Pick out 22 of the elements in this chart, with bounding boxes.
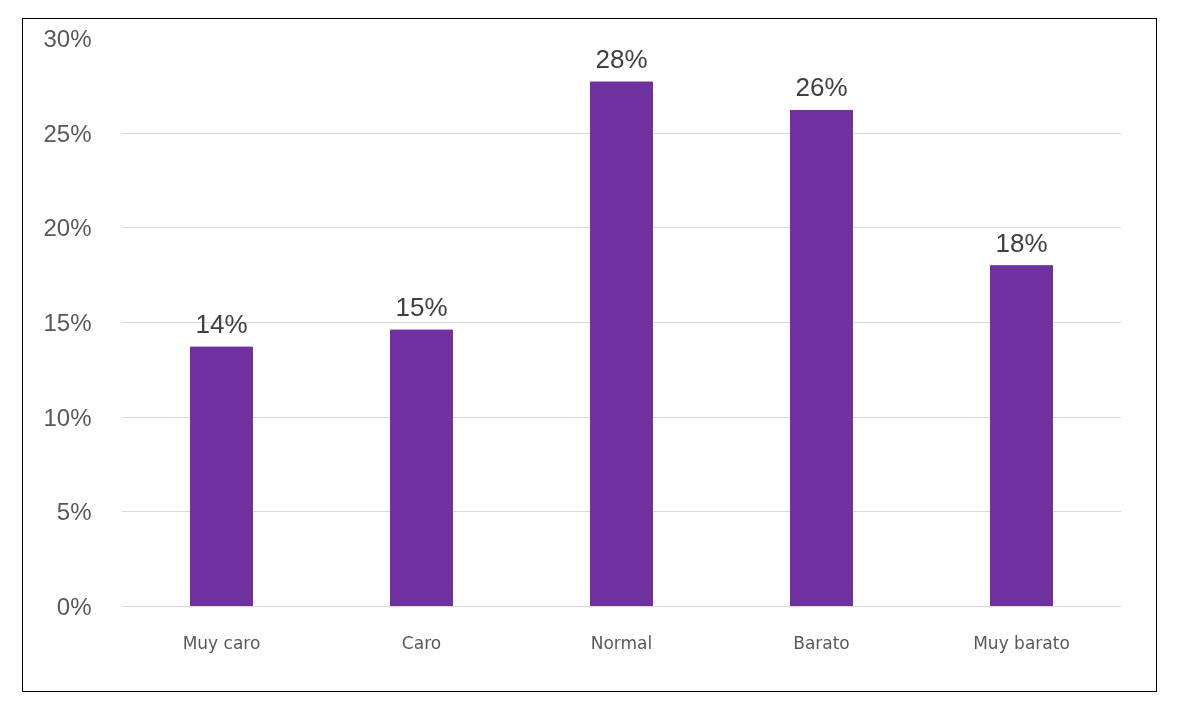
x-tick-label: Muy caro xyxy=(182,632,261,653)
data-label: 28% xyxy=(595,44,648,75)
bar xyxy=(190,346,253,607)
y-tick-label: 10% xyxy=(43,403,92,431)
y-tick-label: 15% xyxy=(43,309,92,336)
bar xyxy=(590,81,653,607)
y-tick-label: 5% xyxy=(56,498,92,526)
x-tick-label: Caro xyxy=(401,632,442,653)
bar xyxy=(990,265,1053,607)
data-label: 14% xyxy=(195,309,248,340)
x-tick-label: Normal xyxy=(590,632,653,653)
x-tick-label: Barato xyxy=(793,632,850,653)
y-tick-label: 30% xyxy=(43,25,92,52)
data-label: 26% xyxy=(795,72,848,103)
data-label: 18% xyxy=(995,227,1048,258)
y-tick-label: 25% xyxy=(43,119,92,147)
y-tick-label: 0% xyxy=(56,593,92,620)
y-tick-label: 20% xyxy=(43,214,92,242)
x-tick-label: Muy barato xyxy=(973,632,1070,653)
bar xyxy=(390,329,453,607)
bar xyxy=(790,109,853,607)
data-label: 15% xyxy=(395,292,448,323)
